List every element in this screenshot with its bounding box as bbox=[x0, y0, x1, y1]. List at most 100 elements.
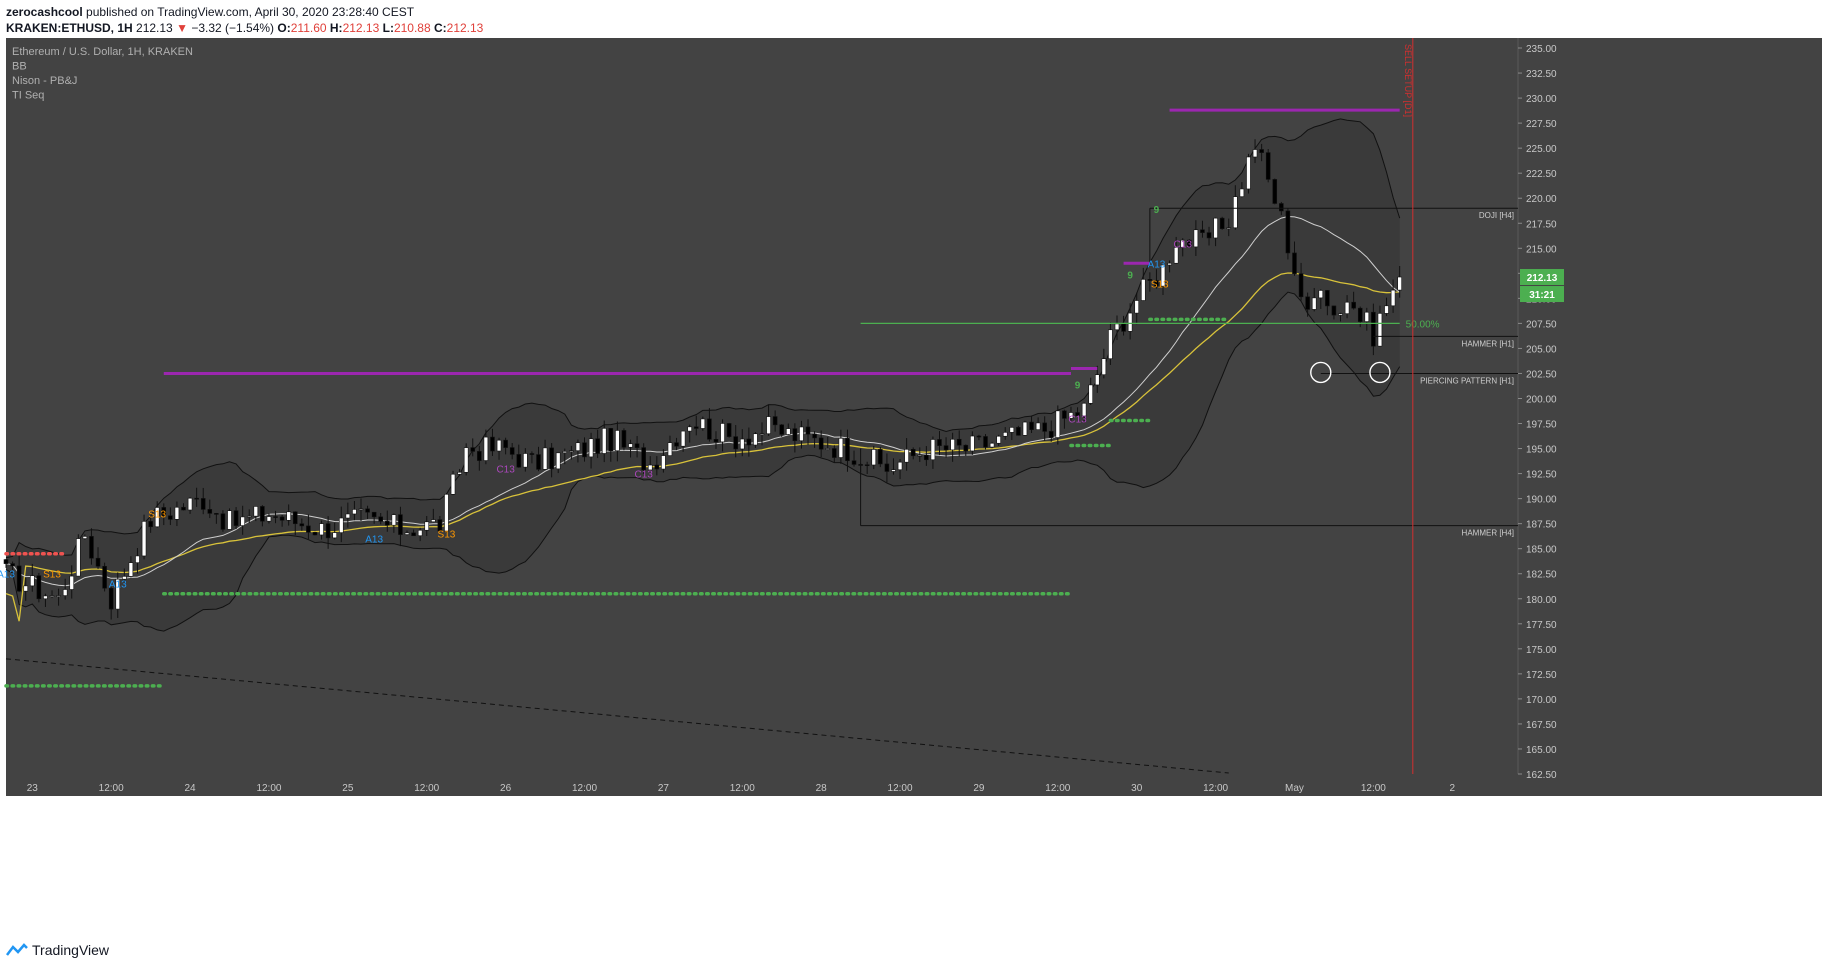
candle-body bbox=[753, 433, 758, 446]
candle-body bbox=[1344, 301, 1350, 314]
candle-body bbox=[1114, 323, 1120, 331]
candle-body bbox=[102, 565, 107, 589]
candle-body bbox=[1134, 300, 1139, 314]
candle-body bbox=[1121, 323, 1126, 332]
candle-body bbox=[1200, 229, 1205, 233]
y-tick-label: 222.50 bbox=[1526, 169, 1557, 180]
y-tick-label: 177.50 bbox=[1526, 620, 1557, 631]
time-axis-area bbox=[6, 774, 1822, 796]
candle-body bbox=[56, 595, 61, 597]
candle-body bbox=[62, 589, 68, 596]
pattern-circle bbox=[1369, 361, 1391, 384]
y-tick-label: 162.50 bbox=[1526, 770, 1557, 781]
candle-body bbox=[1154, 280, 1159, 287]
candle-body bbox=[509, 447, 515, 455]
seq-annotation: C13 bbox=[496, 465, 515, 476]
candle-body bbox=[1285, 210, 1291, 254]
sma-line bbox=[5, 215, 1400, 587]
candle-body bbox=[812, 433, 817, 439]
candle-body bbox=[950, 438, 955, 451]
price-axis-area bbox=[1518, 38, 1822, 774]
down-arrow-icon: ▼ bbox=[176, 21, 188, 35]
bollinger-upper bbox=[5, 118, 1401, 559]
candle-body bbox=[1371, 311, 1376, 347]
y-tick-label: 202.50 bbox=[1526, 369, 1557, 380]
price-badge-label: 212.13 bbox=[1527, 273, 1558, 284]
low-label: L: bbox=[382, 21, 394, 35]
y-tick-label: 227.50 bbox=[1526, 119, 1557, 130]
candle-body bbox=[555, 452, 561, 470]
candle-body bbox=[1357, 307, 1363, 322]
candle-body bbox=[1377, 313, 1383, 347]
candle-body bbox=[595, 438, 600, 454]
x-tick-label: 23 bbox=[27, 783, 39, 794]
candle-body bbox=[214, 513, 219, 515]
publish-line: zerocashcool published on TradingView.co… bbox=[6, 4, 483, 20]
candle-body bbox=[1213, 217, 1218, 239]
y-tick-label: 187.50 bbox=[1526, 520, 1557, 531]
candle-body bbox=[759, 433, 765, 436]
candle-body bbox=[707, 418, 712, 440]
candle-body bbox=[450, 473, 456, 495]
candle-body bbox=[82, 536, 88, 539]
x-tick-label: 26 bbox=[500, 783, 512, 794]
candle-body bbox=[246, 515, 252, 518]
candle-body bbox=[1187, 239, 1192, 248]
y-tick-label: 235.00 bbox=[1526, 44, 1557, 55]
candle-body bbox=[615, 430, 620, 452]
candle-body bbox=[1022, 421, 1028, 436]
candle-body bbox=[621, 430, 627, 448]
candle-body bbox=[542, 447, 548, 470]
x-tick-label: 30 bbox=[1131, 783, 1143, 794]
candle-body bbox=[253, 506, 259, 517]
candle-body bbox=[1246, 156, 1251, 190]
candle-body bbox=[516, 454, 522, 468]
author-name[interactable]: zerocashcool bbox=[6, 5, 83, 19]
footer-brand[interactable]: TradingView bbox=[32, 942, 110, 958]
candle-body bbox=[1075, 412, 1080, 417]
candle-body bbox=[503, 439, 508, 448]
candle-body bbox=[181, 506, 186, 511]
candle-body bbox=[345, 513, 351, 519]
y-tick-label: 197.50 bbox=[1526, 420, 1557, 431]
footer: TradingView bbox=[6, 942, 109, 958]
y-tick-label: 185.00 bbox=[1526, 545, 1557, 556]
candle-body bbox=[1219, 217, 1225, 229]
legend-item: Nison - PB&J bbox=[12, 75, 77, 87]
y-tick-label: 217.50 bbox=[1526, 219, 1557, 230]
candle-body bbox=[1173, 247, 1179, 264]
candle-body bbox=[496, 439, 502, 452]
candle-body bbox=[1088, 384, 1093, 404]
x-tick-label: 12:00 bbox=[888, 783, 913, 794]
candle-body bbox=[1141, 279, 1146, 301]
seq-annotation: A13 bbox=[1148, 259, 1166, 270]
candle-body bbox=[746, 438, 752, 446]
published-text: published on TradingView.com, April 30, … bbox=[86, 5, 415, 19]
y-tick-label: 195.00 bbox=[1526, 445, 1557, 456]
candle-body bbox=[148, 521, 153, 528]
y-tick-label: 167.50 bbox=[1526, 720, 1557, 731]
candle-body bbox=[1252, 149, 1258, 158]
candle-body bbox=[1390, 289, 1396, 307]
candle-body bbox=[266, 516, 272, 522]
open-label: O: bbox=[277, 21, 291, 35]
candle-body bbox=[851, 460, 857, 465]
pattern-level-label: PIERCING PATTERN [H1] bbox=[1420, 376, 1514, 385]
candle-body bbox=[661, 455, 666, 470]
candle-body bbox=[122, 576, 127, 580]
candle-body bbox=[700, 418, 706, 429]
candle-body bbox=[575, 442, 581, 451]
candle-body bbox=[983, 436, 988, 448]
candle-body bbox=[95, 557, 101, 567]
seq-annotation: C13 bbox=[1068, 415, 1087, 426]
last-price: 212.13 bbox=[136, 21, 173, 35]
candle-body bbox=[279, 516, 285, 521]
candle-body bbox=[884, 463, 890, 472]
candle-body bbox=[1331, 305, 1337, 316]
candle-body bbox=[135, 555, 140, 563]
candle-body bbox=[1055, 410, 1061, 438]
seq-annotation: S13 bbox=[438, 530, 456, 541]
candle-body bbox=[483, 436, 489, 461]
candle-body bbox=[976, 435, 982, 438]
